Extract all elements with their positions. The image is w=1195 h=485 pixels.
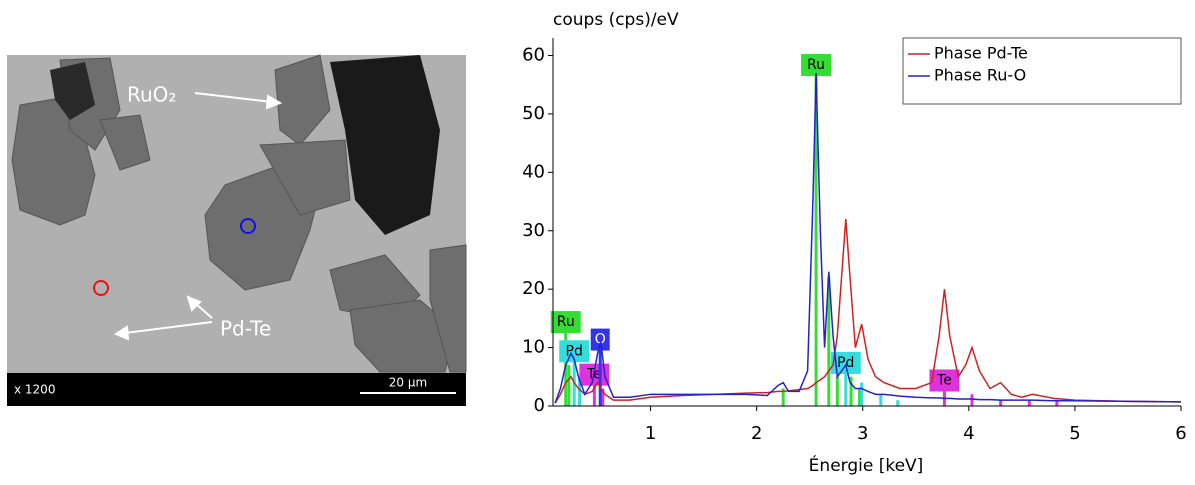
info-bar [7, 373, 466, 406]
element-label-box [590, 328, 610, 351]
magnification: x 1200 [14, 383, 55, 397]
element-label: Ru [807, 57, 825, 73]
element-label-box [550, 311, 581, 334]
y-axis-title: coups (cps)/eV [553, 10, 679, 30]
element-label-box [929, 369, 960, 392]
element-label: Pd [837, 355, 854, 371]
legend-label: Phase Ru-O [934, 66, 1026, 85]
element-label: Te [936, 372, 952, 388]
element-label-box [801, 54, 832, 77]
dark-grain [330, 55, 440, 235]
element-label-box [559, 340, 590, 363]
red-marker [93, 280, 109, 296]
x-tick-label: 2 [751, 423, 762, 444]
x-tick-label: 3 [857, 423, 868, 444]
x-axis-title: Énergie [keV] [809, 454, 924, 476]
micrograph: x 1200 20 µm RuO₂ Pd-Te [7, 54, 467, 406]
y-tick-label: 20 [522, 278, 545, 299]
element-label: O [595, 332, 606, 348]
arrows [113, 92, 283, 341]
scale-bar-label: 20 µm [389, 376, 427, 390]
y-tick-label: 60 [522, 45, 545, 66]
element-label-box [830, 351, 861, 374]
y-tick-label: 10 [522, 337, 545, 358]
dark-grain [50, 62, 95, 120]
y-tick-label: 50 [522, 103, 545, 124]
y-tick-label: 30 [522, 220, 545, 241]
oxide-label: RuO₂ [127, 83, 176, 107]
blue-marker [240, 218, 256, 234]
alloy-label: Pd-Te [220, 317, 271, 341]
spectrum-line [554, 73, 1182, 404]
x-tick-label: 4 [963, 423, 974, 444]
legend-box [902, 37, 1182, 105]
element-label: Ru [557, 314, 575, 330]
x-tick-label: 5 [1069, 423, 1080, 444]
spectrum: coups (cps)/eV Énergie [keV] Ru Pd Te O Ru Pd… [522, 10, 1187, 476]
element-label: Pd [566, 343, 583, 359]
legend-label: Phase Pd-Te [934, 44, 1028, 63]
y-tick-label: 0 [534, 395, 545, 416]
y-tick-label: 40 [522, 161, 545, 182]
grains [11, 54, 467, 373]
x-tick-label: 6 [1175, 423, 1186, 444]
x-tick-label: 1 [645, 423, 656, 444]
spectrum-line [554, 219, 1182, 404]
